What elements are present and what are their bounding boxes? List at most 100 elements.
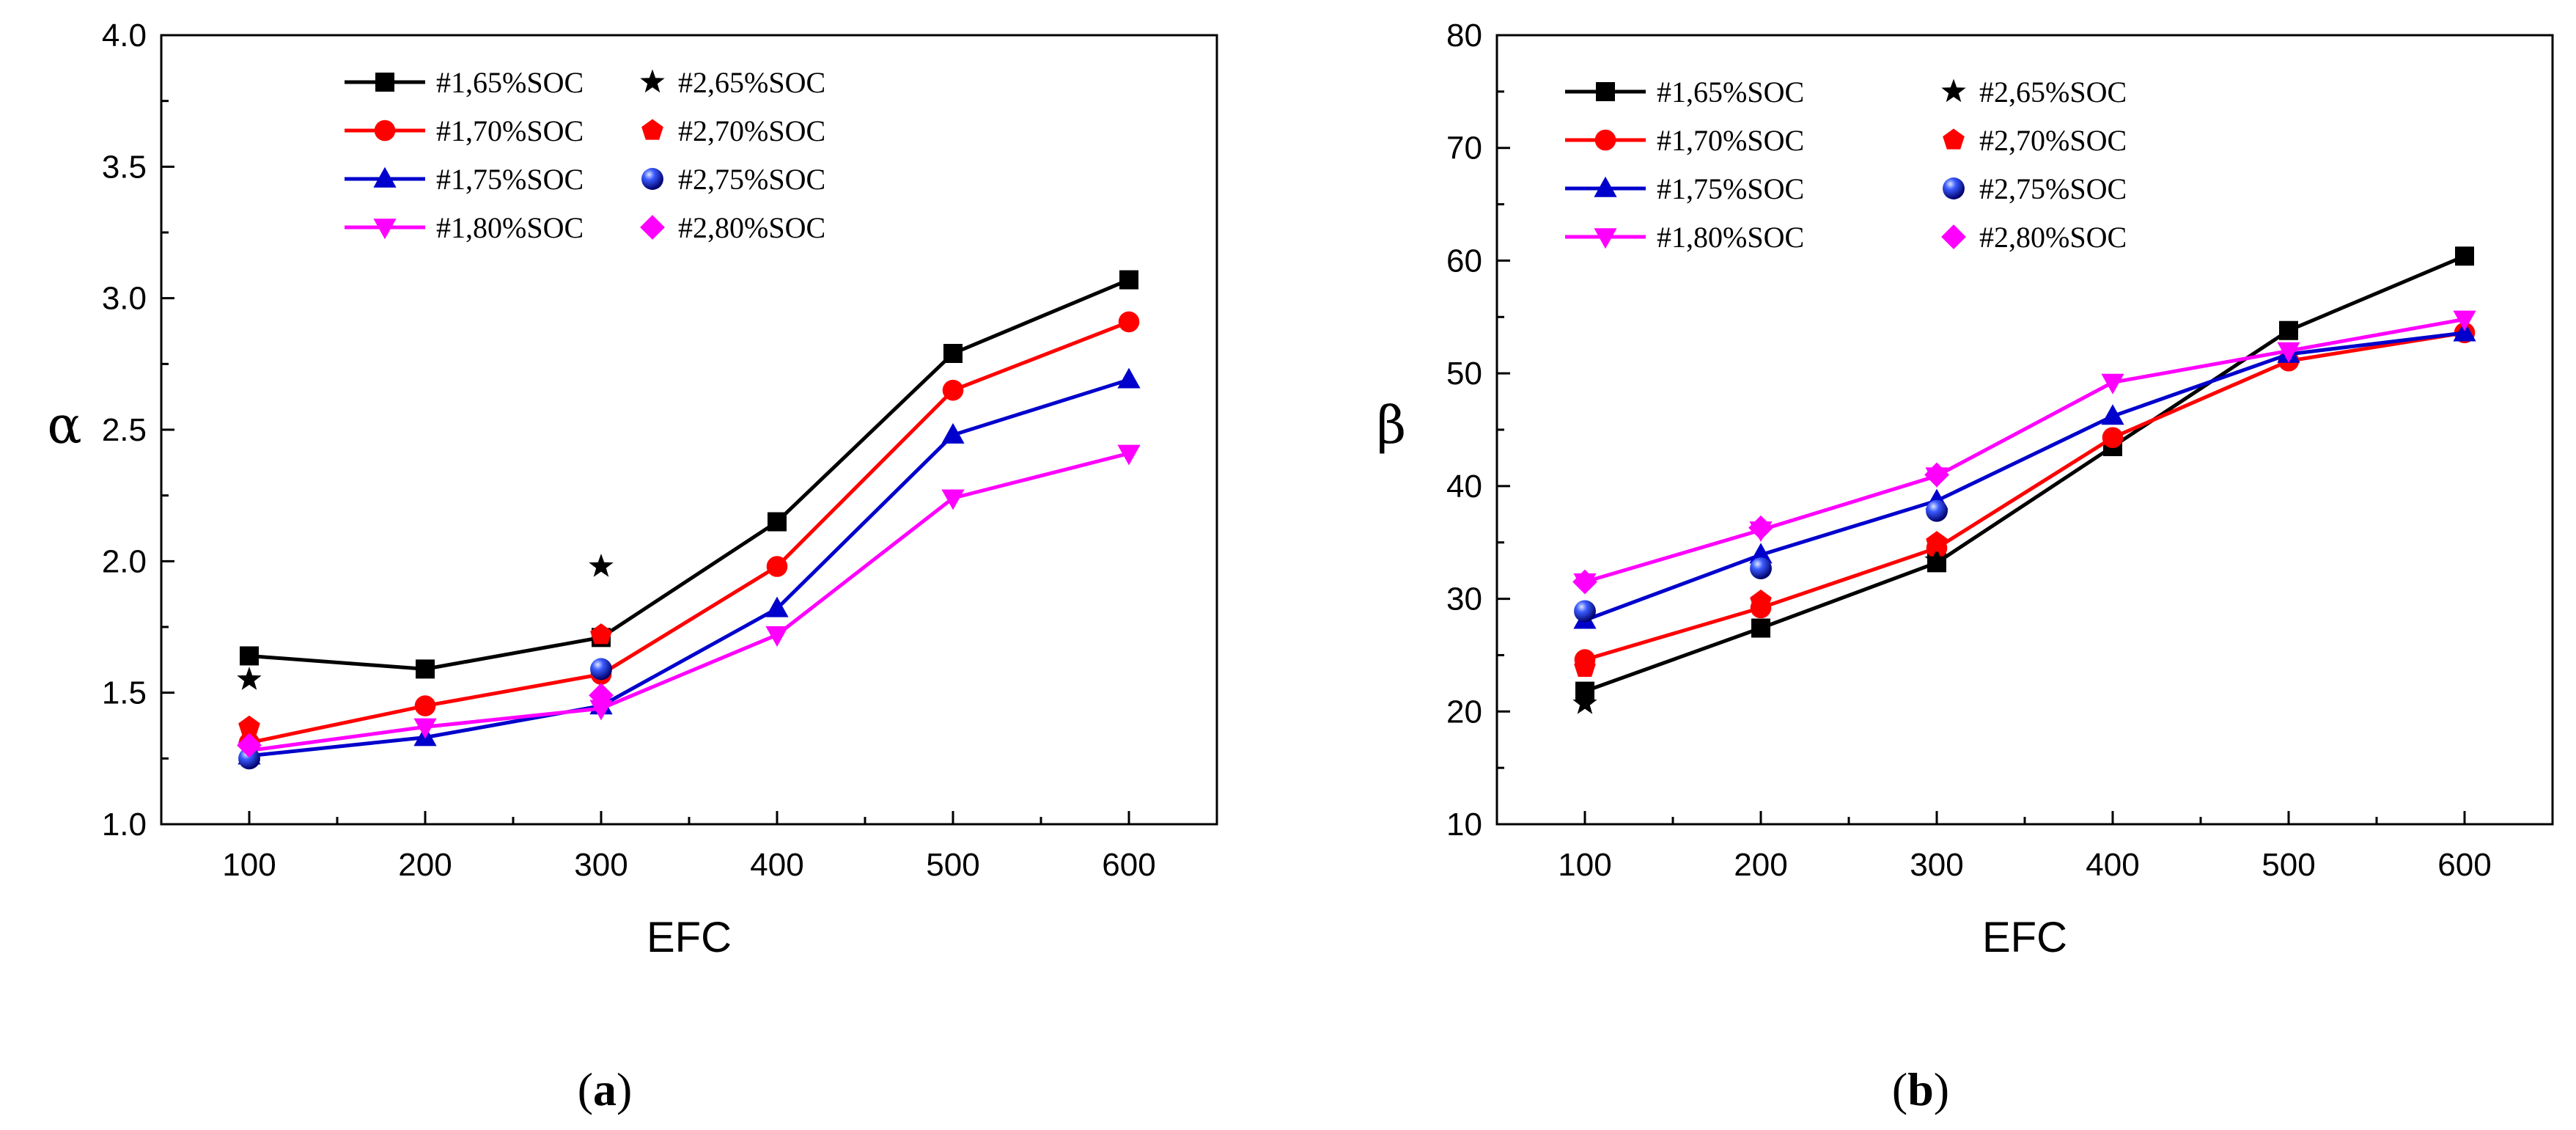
- chart-panel-b: 100 200 300 400 500 600 10 20 30 40 50 60 70 80 #1,65%…: [1377, 18, 2554, 1115]
- legend-marker-a-3: [373, 219, 397, 240]
- data-point-a-2: [765, 596, 789, 617]
- scatter-point-b-2: [1574, 600, 1596, 623]
- panel-label-a-letter: a: [593, 1063, 617, 1115]
- data-point-a-0: [768, 512, 787, 532]
- legend-b: #1,65%SOC #1,70%SOC #1,75%SOC #1,80%SOC #2,6…: [1565, 76, 2127, 254]
- data-point-b-3: [2453, 310, 2476, 331]
- legend-label-b-1: #1,70%SOC: [1657, 124, 1804, 157]
- x-tick-label-b: 400: [2086, 847, 2139, 883]
- y-tick-label-b: 50: [1446, 356, 1482, 392]
- x-tick-label-b: 100: [1558, 847, 1611, 883]
- data-point-a-2: [941, 422, 965, 444]
- legend-marker-a-2: [373, 166, 397, 188]
- scatter-point-b-1: [1750, 590, 1772, 611]
- data-point-a-3: [589, 700, 613, 721]
- y-tick-label-a: 4.0: [102, 18, 147, 54]
- scatter-point-a-0: [237, 667, 262, 690]
- scatter-point-b-3: [1572, 569, 1597, 595]
- x-tick-label-b: 600: [2437, 847, 2491, 883]
- legend-marker-b-0: [1596, 82, 1615, 101]
- legend-marker2-a-0: [640, 69, 665, 93]
- series-line-b-2: [1584, 331, 2465, 623]
- scatter-point-b-1: [1574, 656, 1596, 677]
- scatter-point-b-2: [1750, 557, 1772, 580]
- x-axis-title-a: EFC: [647, 914, 732, 961]
- legend-label2-a-2: #2,75%SOC: [678, 163, 825, 196]
- data-point-a-3: [941, 489, 965, 510]
- scatter-point-b-1: [1926, 531, 1948, 552]
- scatter-point-b-2: [1926, 499, 1948, 522]
- scatter-point-a-0: [589, 553, 614, 577]
- panel-label-a-close: ): [617, 1063, 632, 1115]
- scatter-point-a-3: [237, 733, 262, 758]
- x-tick-label-a: 600: [1102, 847, 1155, 883]
- y-tick-label-b: 10: [1446, 807, 1482, 843]
- x-tick-label-b: 200: [1734, 847, 1787, 883]
- series-line-a-0: [249, 278, 1130, 671]
- data-point-b-1: [2102, 427, 2124, 449]
- legend-marker2-b-0: [1941, 78, 1966, 103]
- panel-label-b-close: ): [1934, 1063, 1949, 1115]
- data-point-a-1: [942, 379, 964, 401]
- data-point-b-3: [2277, 342, 2300, 363]
- y-axis-title-b: β: [1377, 395, 1406, 455]
- series-line-a-3: [249, 451, 1130, 753]
- y-tick-label-a: 1.5: [102, 675, 147, 711]
- plot-frame-a: [160, 34, 1218, 826]
- y-tick-label-b: 30: [1446, 581, 1482, 617]
- legend-label2-b-3: #2,80%SOC: [1979, 221, 2127, 254]
- series-line-b-1: [1584, 331, 2465, 661]
- x-tick-label-a: 400: [750, 847, 803, 883]
- legend-marker-a-1: [374, 120, 396, 142]
- y-tick-label-a: 2.0: [102, 543, 147, 579]
- x-tick-label-a: 500: [926, 847, 979, 883]
- panel-label-b: (b): [1892, 1063, 1949, 1115]
- panel-label-b-letter: b: [1907, 1063, 1934, 1115]
- legend-label-b-3: #1,80%SOC: [1657, 221, 1804, 254]
- legend-label2-a-3: #2,80%SOC: [678, 211, 825, 244]
- scatter-point-b-0: [1924, 547, 1949, 571]
- legend-marker2-b-1: [1943, 128, 1965, 150]
- data-point-a-0: [240, 646, 259, 666]
- data-point-b-3: [2101, 373, 2124, 395]
- y-tick-label-a: 2.5: [102, 412, 147, 448]
- legend-label-a-0: #1,65%SOC: [436, 66, 584, 99]
- scatter-point-a-1: [590, 623, 612, 645]
- legend-label2-b-0: #2,65%SOC: [1979, 76, 2127, 109]
- data-point-b-2: [1749, 543, 1773, 564]
- legend-marker2-a-2: [641, 168, 663, 190]
- data-point-a-3: [413, 718, 437, 739]
- data-point-a-1: [1118, 311, 1140, 333]
- y-tick-label-a: 1.0: [102, 807, 147, 843]
- legend-marker-a-0: [375, 73, 394, 92]
- scatter-point-a-2: [238, 747, 260, 770]
- data-point-b-0: [2279, 320, 2298, 340]
- legend-marker2-b-3: [1941, 224, 1966, 249]
- x-tick-label-a: 300: [574, 847, 628, 883]
- panel-label-a-open: (: [578, 1063, 593, 1115]
- legend-marker-b-3: [1594, 228, 1617, 249]
- x-tick-label-b: 500: [2262, 847, 2315, 883]
- data-point-a-3: [765, 626, 789, 647]
- series-line-a-1: [249, 320, 1130, 745]
- y-axis-title-a: α: [47, 395, 81, 455]
- data-point-b-0: [2455, 246, 2474, 266]
- legend-marker-b-1: [1594, 129, 1616, 151]
- legend-label-a-3: #1,80%SOC: [436, 211, 584, 244]
- series-line-b-0: [1584, 254, 2465, 693]
- panel-label-b-open: (: [1892, 1063, 1907, 1115]
- scatter-point-b-3: [1924, 462, 1949, 488]
- data-point-a-1: [766, 556, 788, 577]
- legend-a: #1,65%SOC #1,70%SOC #1,75%SOC #1,80%SOC #2,6…: [345, 66, 825, 244]
- scatter-point-a-3: [589, 683, 614, 708]
- x-tick-label-b: 300: [1910, 847, 1963, 883]
- legend-label-a-1: #1,70%SOC: [436, 114, 584, 147]
- series-line-b-3: [1584, 317, 2465, 584]
- legend-label-b-2: #1,75%SOC: [1657, 172, 1804, 205]
- scatter-point-b-0: [1572, 690, 1597, 714]
- data-point-a-2: [1117, 367, 1141, 389]
- y-tick-label-b: 40: [1446, 469, 1482, 505]
- legend-marker2-a-3: [640, 215, 665, 240]
- legend-label2-a-0: #2,65%SOC: [678, 66, 825, 99]
